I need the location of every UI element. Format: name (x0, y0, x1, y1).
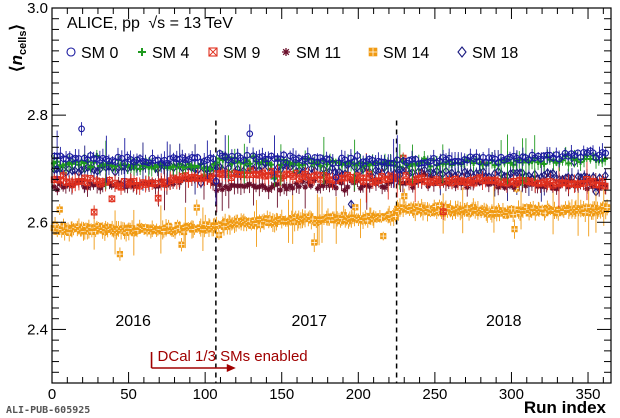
x-tick-label-3: 150 (269, 386, 294, 403)
x-tick-label-2: 100 (193, 386, 218, 403)
legend-label: SM 14 (383, 45, 429, 62)
dcal-annotation-label: DCal 1/3 SMs enabled (158, 348, 308, 365)
experiment-label: ALICE, pp (67, 15, 140, 32)
x-axis: 0 50 100 150 200 250 300 350 (48, 8, 604, 403)
svg-text:ALICE, pp √s = 13 TeV: ALICE, pp √s = 13 TeV (67, 15, 233, 32)
footer-id: ALI-PUB-605925 (6, 405, 90, 416)
y-tick-label-1: 2.6 (27, 214, 48, 231)
plot-frame (51, 7, 612, 384)
x-tick-label-4: 200 (346, 386, 371, 403)
series-layer (50, 122, 611, 261)
legend-label: SM 18 (472, 45, 518, 62)
svg-text:⟨ncells⟩: ⟨ncells⟩ (7, 24, 29, 72)
legend-label: SM 9 (223, 45, 260, 62)
series-sm-14 (50, 183, 611, 261)
series-sm-0 (51, 122, 610, 205)
legend-label: SM 0 (81, 45, 118, 62)
legend-item-sm-18: SM 18 (457, 45, 518, 62)
legend-item-sm-14: SM 14 (368, 45, 429, 62)
legend-label: SM 11 (296, 45, 341, 62)
legend-item-sm-4: SM 4 (138, 45, 189, 62)
year-label-2017: 2017 (291, 313, 327, 330)
dcal-arrow-head (226, 364, 236, 372)
y-axis-title-text: ⟨ (7, 65, 26, 72)
x-tick-label-1: 50 (120, 386, 137, 403)
x-tick-label-6: 300 (499, 386, 524, 403)
x-tick-label-7: 350 (576, 386, 601, 403)
x-axis-title: Run index (524, 398, 607, 417)
legend-label: SM 4 (152, 45, 189, 62)
legend-item-sm-9: SM 9 (208, 45, 260, 62)
y-axis: 2.4 2.6 2.8 3.0 (27, 0, 611, 384)
x-tick-label-0: 0 (48, 386, 56, 403)
energy-label: √s = 13 TeV (148, 15, 233, 32)
y-tick-label-2: 2.8 (27, 107, 48, 124)
y-tick-label-3: 3.0 (27, 0, 48, 17)
plot-area (215, 120, 398, 383)
header-label: ALICE, pp √s = 13 TeV (67, 15, 233, 32)
year-label-2016: 2016 (115, 313, 151, 330)
annotations: 2016 2017 2018 DCal 1/3 SMs enabled (115, 313, 522, 372)
tick-layer: 0 50 100 150 200 250 300 350 2.4 2.6 2.8 3.0 (27, 0, 611, 403)
legend-item-sm-11: SM 11 (282, 45, 341, 62)
y-tick-label-0: 2.4 (27, 321, 48, 338)
y-axis-title: ⟨ncells⟩ (7, 24, 29, 72)
legend: SM 0 SM 4 SM 9 SM 11 SM 14 SM 18 (66, 45, 518, 62)
year-label-2018: 2018 (486, 313, 522, 330)
x-tick-label-5: 250 (422, 386, 447, 403)
legend-item-sm-0: SM 0 (66, 45, 118, 62)
frame-layer (51, 7, 612, 384)
